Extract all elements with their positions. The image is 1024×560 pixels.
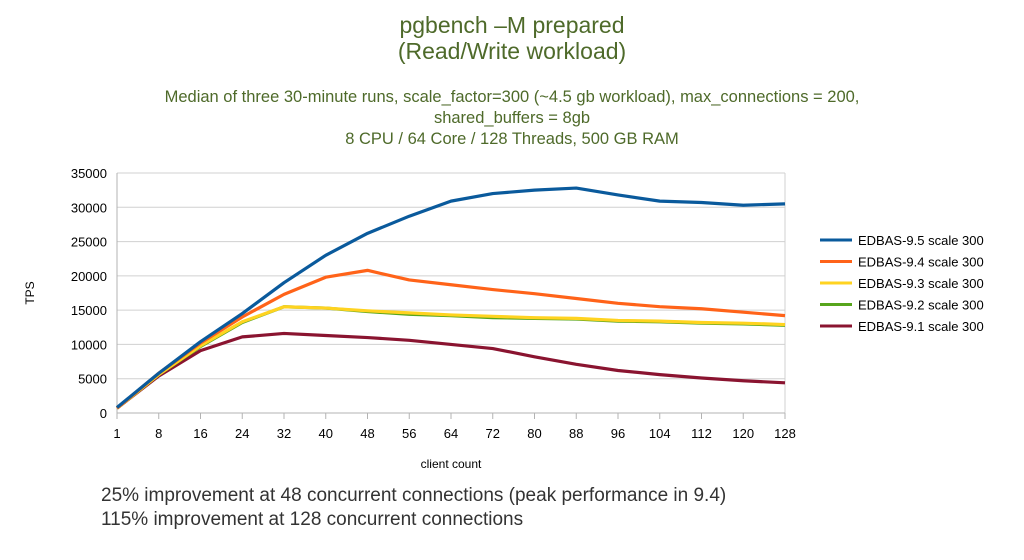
y-tick-label: 15000 <box>71 303 107 318</box>
x-tick-label: 72 <box>486 426 500 441</box>
chart-title-line1: pgbench –M prepared <box>399 12 625 38</box>
x-tick-label: 40 <box>319 426 333 441</box>
x-tick-label: 56 <box>402 426 416 441</box>
y-tick-label: 20000 <box>71 269 107 284</box>
y-tick-label: 10000 <box>71 337 107 352</box>
x-tick-label: 32 <box>277 426 291 441</box>
x-tick-label: 104 <box>649 426 671 441</box>
x-tick-label: 128 <box>774 426 796 441</box>
x-tick-label: 112 <box>691 426 712 441</box>
legend-label: EDBAS-9.5 scale 300 <box>858 233 984 248</box>
x-tick-label: 8 <box>155 426 162 441</box>
chart-subtitle-line3: 8 CPU / 64 Core / 128 Threads, 500 GB RA… <box>345 130 679 148</box>
series-line-edbas-9.1 <box>116 331 786 410</box>
legend-label: EDBAS-9.3 scale 300 <box>858 276 984 291</box>
x-tick-label: 64 <box>444 426 458 441</box>
x-tick-label: 120 <box>732 426 754 441</box>
x-tick-label: 80 <box>527 426 541 441</box>
x-tick-label: 96 <box>611 426 625 441</box>
note-line2: 115% improvement at 128 concurrent conne… <box>101 509 524 530</box>
series-line-edbas-9.4 <box>115 268 786 410</box>
y-tick-label: 35000 <box>71 166 107 181</box>
note-line1: 25% improvement at 48 concurrent connect… <box>101 485 727 506</box>
y-tick-label: 0 <box>100 406 107 421</box>
x-tick-label: 1 <box>113 426 120 441</box>
chart-subtitle-line1: Median of three 30-minute runs, scale_fa… <box>164 88 860 106</box>
legend-label: EDBAS-9.1 scale 300 <box>858 319 984 334</box>
series-line-edbas-9.5 <box>115 186 786 409</box>
legend-label: EDBAS-9.4 scale 300 <box>858 255 984 270</box>
chart-subtitle-line2: shared_buffers = 8gb <box>433 109 591 127</box>
y-tick-label: 25000 <box>71 235 107 250</box>
x-tick-label: 24 <box>235 426 249 441</box>
series-line-edbas-9.3 <box>115 305 786 410</box>
y-tick-label: 30000 <box>71 200 107 215</box>
y-tick-label: 5000 <box>78 372 107 387</box>
chart-title-line2: (Read/Write workload) <box>397 38 627 64</box>
x-tick-label: 16 <box>193 426 207 441</box>
legend-label: EDBAS-9.2 scale 300 <box>858 298 984 313</box>
y-axis-label: TPS <box>23 281 37 304</box>
x-tick-label: 88 <box>569 426 583 441</box>
x-tick-label: 48 <box>360 426 374 441</box>
x-axis-label: client count <box>421 457 482 471</box>
